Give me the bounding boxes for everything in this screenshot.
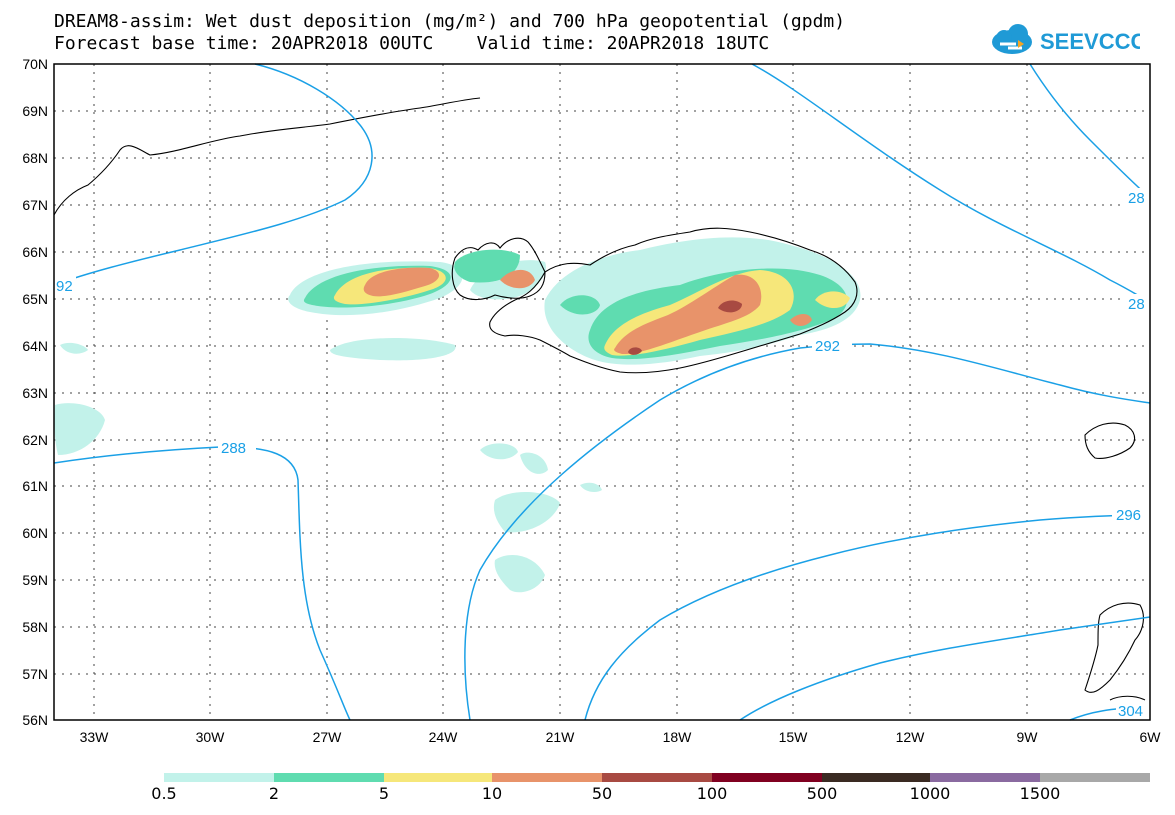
colorbar-swatch bbox=[164, 773, 274, 782]
contour-labels: 92 288 292 296 28 28 304 bbox=[54, 188, 1150, 720]
colorbar-label: 100 bbox=[696, 784, 728, 803]
colorbar-swatch bbox=[1040, 773, 1150, 782]
contour-label-304: 304 bbox=[1118, 703, 1143, 720]
lon-label: 21W bbox=[546, 729, 576, 745]
lon-label: 30W bbox=[196, 729, 226, 745]
longitude-labels: 33W 30W 27W 24W 21W 18W 15W 12W 9W 6W bbox=[80, 729, 1162, 745]
contour-label-296: 296 bbox=[1116, 507, 1141, 524]
colorbar-label: 1500 bbox=[1019, 784, 1061, 803]
map-frame bbox=[53, 63, 1151, 721]
map-title-line1: DREAM8-assim: Wet dust deposition (mg/m²… bbox=[54, 11, 846, 32]
lat-label: 65N bbox=[22, 291, 48, 307]
colorbar-swatch bbox=[822, 773, 930, 782]
lat-label: 68N bbox=[22, 150, 48, 166]
contour-label-28-east: 28 bbox=[1128, 296, 1145, 313]
lat-lon-grid bbox=[54, 64, 1150, 720]
colorbar-label: 50 bbox=[591, 784, 613, 803]
seevccc-logo: SEEVCCC bbox=[992, 24, 1140, 54]
lat-label: 58N bbox=[22, 619, 48, 635]
lat-label: 57N bbox=[22, 666, 48, 682]
colorbar-swatch bbox=[384, 773, 492, 782]
colorbar-swatch bbox=[712, 773, 822, 782]
colorbar-label: 10 bbox=[481, 784, 503, 803]
cloud-icon bbox=[992, 24, 1032, 54]
geopotential-contours bbox=[53, 63, 1151, 721]
colorbar-label: 0.5 bbox=[151, 784, 177, 803]
lat-label: 64N bbox=[22, 338, 48, 354]
colorbar-label: 500 bbox=[806, 784, 838, 803]
map-title-line2: Forecast base time: 20APR2018 00UTC Vali… bbox=[54, 33, 770, 54]
contour-label-288: 288 bbox=[221, 440, 246, 457]
lat-label: 59N bbox=[22, 572, 48, 588]
lon-label: 24W bbox=[429, 729, 459, 745]
lat-label: 69N bbox=[22, 103, 48, 119]
logo-text: SEEVCCC bbox=[1040, 29, 1140, 54]
colorbar-swatch bbox=[602, 773, 712, 782]
lon-label: 6W bbox=[1140, 729, 1162, 745]
lon-label: 15W bbox=[779, 729, 809, 745]
contour-label-28-north: 28 bbox=[1128, 190, 1145, 207]
latitude-labels: 70N 69N 68N 67N 66N 65N 64N 63N 62N 61N … bbox=[22, 56, 48, 728]
lat-label: 63N bbox=[22, 385, 48, 401]
dust-deposition-field bbox=[54, 237, 861, 593]
contour-label-292: 292 bbox=[815, 338, 840, 355]
colorbar-swatch bbox=[930, 773, 1040, 782]
lon-label: 12W bbox=[896, 729, 926, 745]
colorbar-label: 2 bbox=[268, 784, 280, 803]
coastlines bbox=[53, 97, 1146, 701]
contour-label-292-west: 92 bbox=[56, 278, 73, 295]
lat-label: 61N bbox=[22, 478, 48, 494]
colorbar bbox=[164, 773, 1150, 782]
lon-label: 33W bbox=[80, 729, 110, 745]
lat-label: 70N bbox=[22, 56, 48, 72]
lon-label: 9W bbox=[1017, 729, 1039, 745]
lat-label: 66N bbox=[22, 244, 48, 260]
colorbar-swatch bbox=[492, 773, 602, 782]
lat-label: 60N bbox=[22, 525, 48, 541]
colorbar-label: 5 bbox=[378, 784, 390, 803]
lat-label: 62N bbox=[22, 432, 48, 448]
lat-label: 67N bbox=[22, 197, 48, 213]
lon-label: 18W bbox=[663, 729, 693, 745]
colorbar-label: 1000 bbox=[909, 784, 951, 803]
lon-label: 27W bbox=[313, 729, 343, 745]
colorbar-swatch bbox=[274, 773, 384, 782]
lat-label: 56N bbox=[22, 712, 48, 728]
